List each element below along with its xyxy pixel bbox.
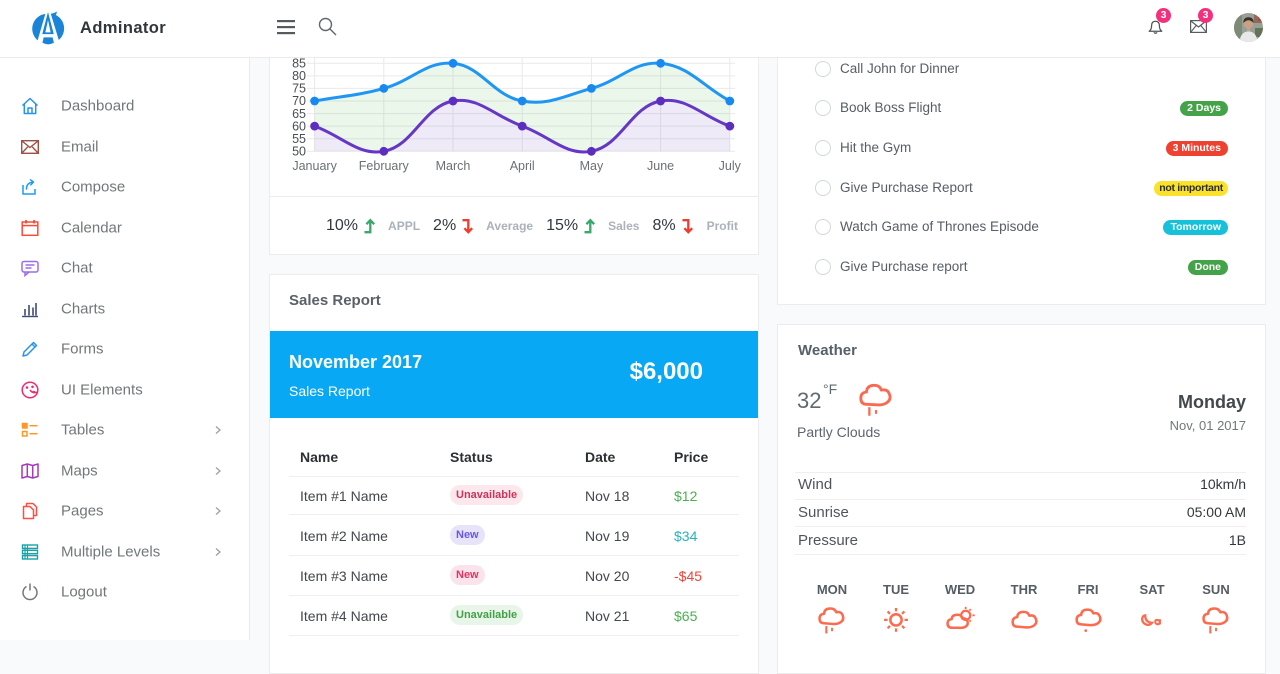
svg-text:60: 60	[292, 119, 306, 133]
svg-text:55: 55	[292, 132, 306, 146]
svg-text:July: July	[719, 159, 742, 173]
svg-text:February: February	[359, 159, 410, 173]
svg-text:May: May	[580, 159, 604, 173]
svg-text:65: 65	[292, 107, 306, 121]
svg-text:85: 85	[292, 58, 306, 71]
svg-text:March: March	[436, 159, 471, 173]
svg-text:June: June	[647, 159, 674, 173]
svg-text:50: 50	[292, 145, 306, 159]
svg-text:January: January	[292, 159, 337, 173]
svg-text:80: 80	[292, 69, 306, 83]
svg-text:70: 70	[292, 94, 306, 108]
svg-text:April: April	[510, 159, 535, 173]
svg-text:75: 75	[292, 82, 306, 96]
